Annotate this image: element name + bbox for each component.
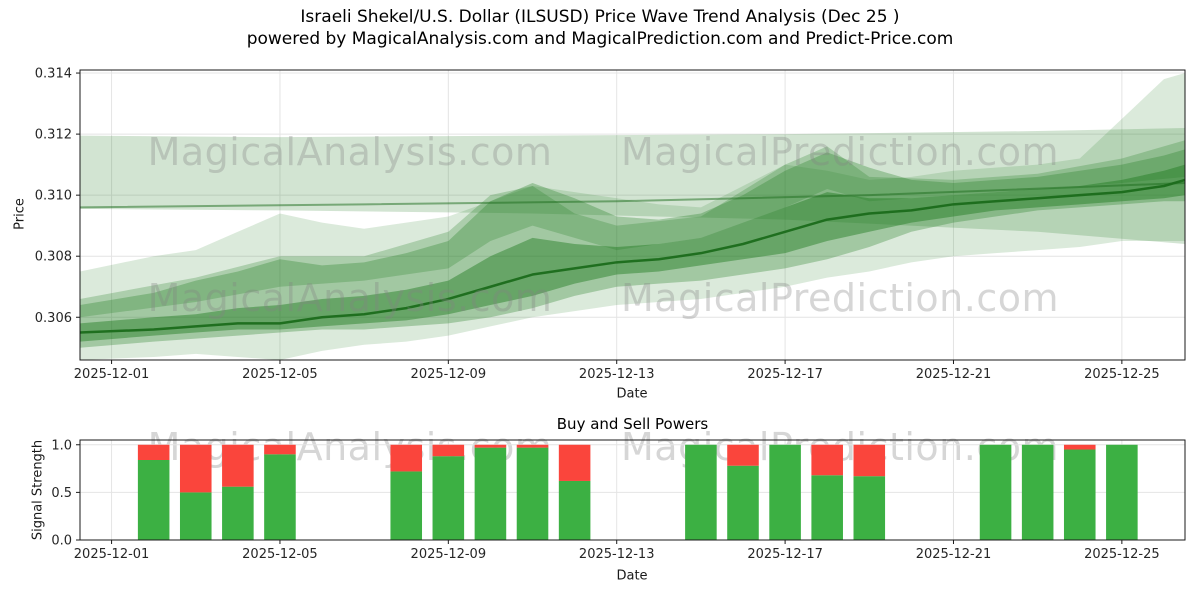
date-axis-label-top: Date: [616, 386, 648, 402]
x-tick-label: 2025-12-01: [74, 367, 150, 382]
sell-bar: [432, 444, 465, 457]
sell-bar: [516, 444, 549, 448]
watermark-prediction-2: MagicalPrediction.com: [621, 276, 1059, 320]
trend-line-median: [80, 178, 1185, 334]
price-band-ceiling: [80, 128, 1185, 244]
x-tick-label: 2025-12-17: [747, 367, 823, 382]
sell-bar: [390, 444, 423, 472]
sell-bar: [853, 444, 886, 477]
buy-bar: [264, 454, 296, 540]
y-tick-label: 0.312: [35, 128, 72, 143]
buy-bar: [474, 447, 507, 540]
buy-bar: [685, 444, 717, 540]
sell-bar: [137, 444, 170, 460]
buy-bar: [811, 475, 843, 540]
buy-bar: [1021, 444, 1054, 540]
gridlines: [80, 70, 1185, 360]
y-tick-label: 0.314: [35, 67, 72, 82]
x-tick-label: 2025-12-21: [916, 547, 992, 562]
sell-bar: [727, 444, 759, 466]
price-chart-axes: 2025-12-01 2025-12-05 2025-12-09 2025-12-13…: [35, 67, 1186, 382]
power-chart-axes: 2025-12-01 2025-12-05 2025-12-09 2025-12-13…: [51, 438, 1186, 562]
x-tick-label: 2025-12-09: [411, 547, 487, 562]
buy-bar: [137, 460, 170, 540]
power-chart-title: Buy and Sell Powers: [556, 415, 709, 433]
x-tick-label: 2025-12-25: [1084, 367, 1160, 382]
x-tick-label: 2025-12-05: [242, 367, 318, 382]
sell-bar: [474, 444, 507, 448]
buy-bar: [979, 444, 1012, 540]
y-tick-label: 0.306: [35, 311, 72, 326]
sell-bar: [811, 444, 843, 476]
x-tick-label: 2025-12-09: [411, 367, 487, 382]
x-tick-label: 2025-12-21: [916, 367, 992, 382]
price-axis-label: Price: [12, 198, 28, 230]
sell-bar: [222, 444, 254, 487]
buy-bar: [516, 447, 549, 540]
trend-line-upper-trend: [80, 181, 1185, 209]
price-band-mid-wave: [80, 149, 1185, 348]
buy-bar: [769, 444, 801, 540]
chart-subtitle: powered by MagicalAnalysis.com and Magic…: [246, 29, 954, 49]
y-tick-label: 1.0: [51, 438, 72, 453]
price-wave-layers: [80, 73, 1185, 360]
buy-bar: [1063, 449, 1096, 540]
price-band-wide-rising: [80, 73, 1185, 360]
buy-bar: [222, 486, 254, 540]
x-tick-label: 2025-12-25: [1084, 547, 1160, 562]
x-tick-label: 2025-12-13: [579, 367, 655, 382]
buy-bar: [390, 471, 423, 540]
sell-bar: [179, 444, 212, 493]
x-tick-label: 2025-12-05: [242, 547, 318, 562]
x-tick-label: 2025-12-01: [74, 547, 150, 562]
price-band-core: [80, 164, 1185, 342]
signal-strength-axis-label: Signal Strength: [30, 439, 46, 541]
watermark-analysis-1: MagicalAnalysis.com: [147, 130, 553, 174]
chart-title: Israeli Shekel/U.S. Dollar (ILSUSD) Pric…: [300, 7, 900, 27]
watermark-prediction-1: MagicalPrediction.com: [621, 130, 1059, 174]
buy-bar: [432, 456, 465, 540]
sell-bar: [1063, 444, 1096, 450]
sell-bar: [558, 444, 591, 481]
price-band-upper-wave: [80, 140, 1185, 318]
x-tick-label: 2025-12-17: [747, 547, 823, 562]
price-chart-frame: [79, 69, 1186, 361]
buy-bar: [179, 492, 212, 540]
buy-sell-bars: [137, 444, 1138, 540]
buy-bar: [853, 476, 886, 540]
y-tick-label: 0.0: [51, 534, 72, 549]
date-axis-label-bottom: Date: [616, 568, 648, 584]
watermark-analysis-2: MagicalAnalysis.com: [147, 276, 553, 320]
buy-bar: [1106, 444, 1138, 540]
y-tick-label: 0.5: [51, 486, 72, 501]
power-chart-frame: [79, 439, 1186, 541]
buy-bar: [558, 480, 591, 540]
x-tick-label: 2025-12-13: [579, 547, 655, 562]
buy-bar: [727, 465, 759, 540]
y-tick-label: 0.308: [35, 250, 72, 265]
sell-bar: [264, 444, 296, 455]
y-tick-label: 0.310: [35, 189, 72, 204]
